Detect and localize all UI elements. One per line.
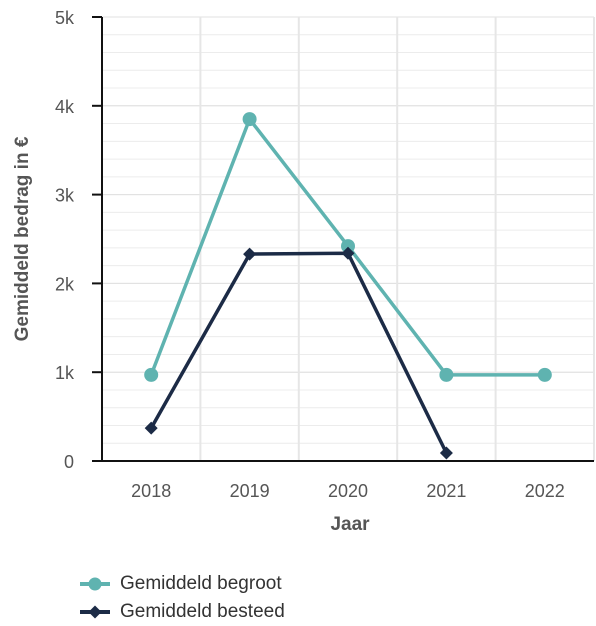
legend-label: Gemiddeld begroot bbox=[120, 573, 282, 594]
legend: Gemiddeld begroot Gemiddeld besteed bbox=[78, 570, 285, 626]
x-axis-label: Jaar bbox=[330, 514, 370, 535]
x-tick-label: 2022 bbox=[525, 481, 565, 501]
x-tick-label: 2021 bbox=[426, 481, 466, 501]
data-point-circle bbox=[439, 367, 454, 382]
legend-item-begroot[interactable]: Gemiddeld begroot bbox=[78, 570, 285, 598]
series-line-2 bbox=[149, 251, 448, 454]
data-point-diamond bbox=[439, 446, 453, 460]
y-tick-label: 5k bbox=[55, 8, 75, 28]
diamond-marker-icon bbox=[80, 605, 110, 619]
y-tick-label: 0 bbox=[64, 452, 74, 472]
axes: 0 1k 2k 3k 4k 5k 2018 2019 2020 2021 2022 bbox=[55, 8, 594, 501]
data-point-circle bbox=[242, 112, 257, 127]
y-tick-label: 3k bbox=[55, 186, 75, 206]
data-point-diamond bbox=[341, 246, 355, 260]
x-tick-label: 2018 bbox=[131, 481, 171, 501]
y-tick-label: 2k bbox=[55, 274, 75, 294]
data-point-circle bbox=[537, 367, 552, 382]
x-tick-label: 2019 bbox=[230, 481, 270, 501]
data-point-diamond bbox=[243, 247, 257, 261]
series-layer bbox=[144, 112, 552, 460]
data-point-circle bbox=[144, 367, 159, 382]
x-tick-label: 2020 bbox=[328, 481, 368, 501]
y-tick-label: 4k bbox=[55, 97, 75, 117]
legend-label: Gemiddeld besteed bbox=[120, 601, 285, 622]
data-point-diamond bbox=[144, 421, 158, 435]
y-axis-label: Gemiddeld bedrag in € bbox=[12, 136, 33, 341]
grid-lines bbox=[102, 16, 595, 461]
y-tick-label: 1k bbox=[55, 363, 75, 383]
line-chart: 0 1k 2k 3k 4k 5k 2018 2019 2020 2021 2022 Jaar Gem… bbox=[12, 8, 595, 535]
data-point-circle bbox=[341, 239, 355, 254]
legend-item-besteed[interactable]: Gemiddeld besteed bbox=[78, 598, 285, 626]
circle-marker-icon bbox=[80, 577, 110, 591]
